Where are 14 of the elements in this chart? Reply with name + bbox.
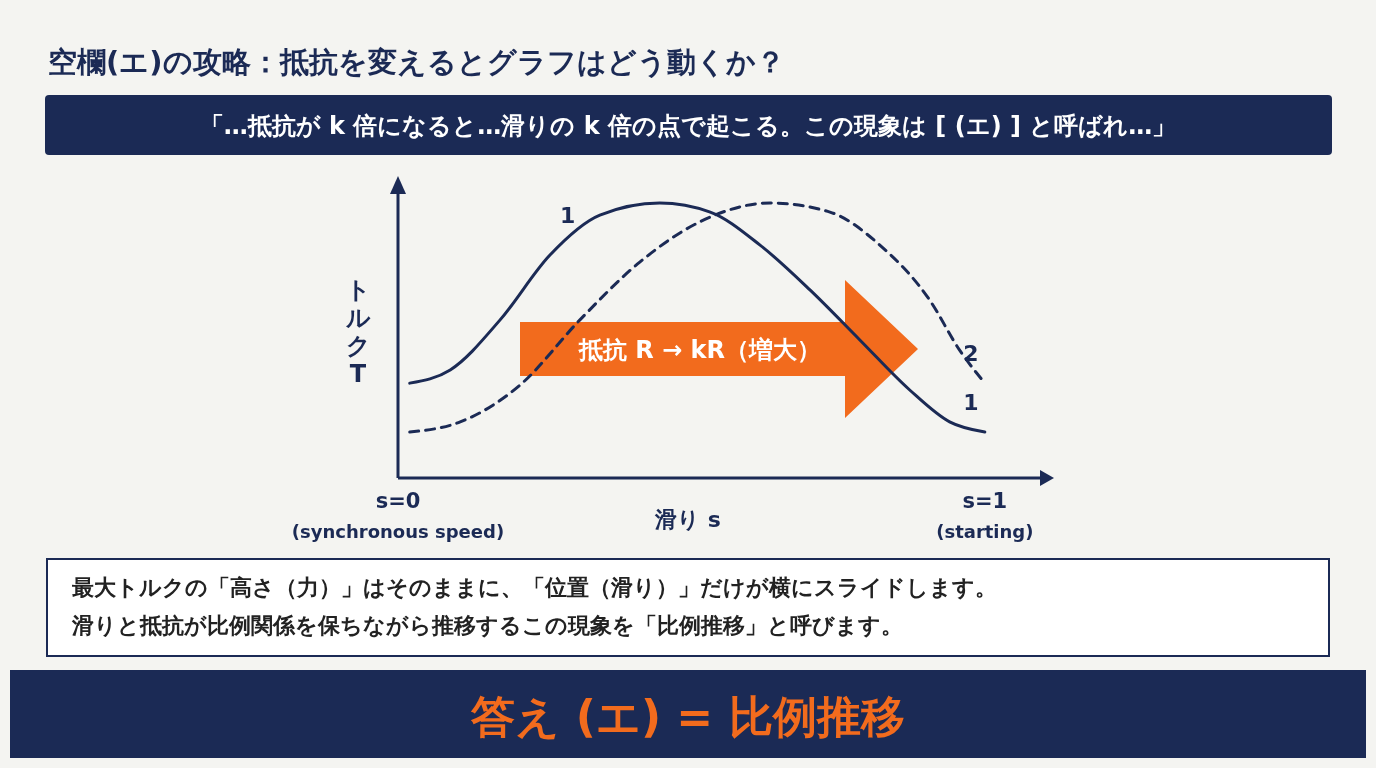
annotation: 抵抗 R → kR（増大） [577, 336, 822, 364]
annotation: 1 [963, 390, 979, 416]
x-axis-title: 滑り s [654, 507, 721, 532]
chart-title: 空欄(エ)の攻略：抵抗を変えるとグラフはどう動くか？ [48, 45, 785, 79]
y-axis-title: トルク T [344, 276, 371, 388]
text: 最大トルクの「高さ（力）」はそのままに、「位置（滑り）」だけが横にスライドします。 [71, 575, 997, 600]
text: (synchronous speed) [291, 521, 505, 542]
x-tick-label: s=1 [962, 489, 1008, 513]
text: 答え (エ) = 比例推移 [470, 691, 905, 742]
series-label: 1 [560, 203, 576, 228]
chart-subtitle: 「…抵抗が k 倍になると…滑りの k 倍の点で起こる。この現象は [ (エ) ] と呼ばれ…」 [199, 112, 1177, 140]
x-tick-label: s=0 [375, 489, 421, 513]
text: 滑りと抵抗が比例関係を保ちながら推移するこの現象を「比例推移」と呼びます。 [71, 613, 903, 638]
text: (starting) [936, 521, 1034, 542]
